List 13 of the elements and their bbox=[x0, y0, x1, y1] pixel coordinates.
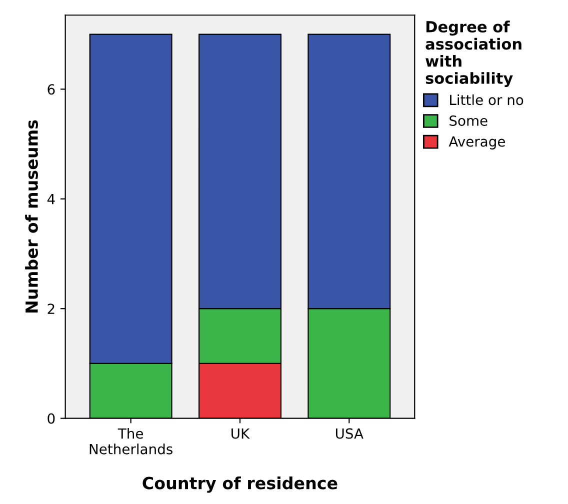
legend-label: Average bbox=[448, 136, 505, 150]
y-tick-label: 6 bbox=[48, 84, 55, 95]
legend-label: Little or no bbox=[450, 94, 524, 106]
y-axis-title: Number of museums bbox=[25, 120, 38, 312]
x-tick-label: UK bbox=[232, 428, 250, 439]
legend-label: Some bbox=[450, 115, 488, 126]
y-tick-label: 0 bbox=[48, 413, 55, 424]
legend-title: Degree of association with sociability bbox=[426, 20, 522, 88]
y-tick-label: 4 bbox=[47, 194, 55, 204]
x-tick-label: The Netherlands bbox=[90, 428, 172, 454]
x-tick-label: USA bbox=[336, 428, 364, 439]
x-axis-title: Country of residence bbox=[142, 476, 338, 493]
y-tick-label: 2 bbox=[48, 304, 54, 314]
